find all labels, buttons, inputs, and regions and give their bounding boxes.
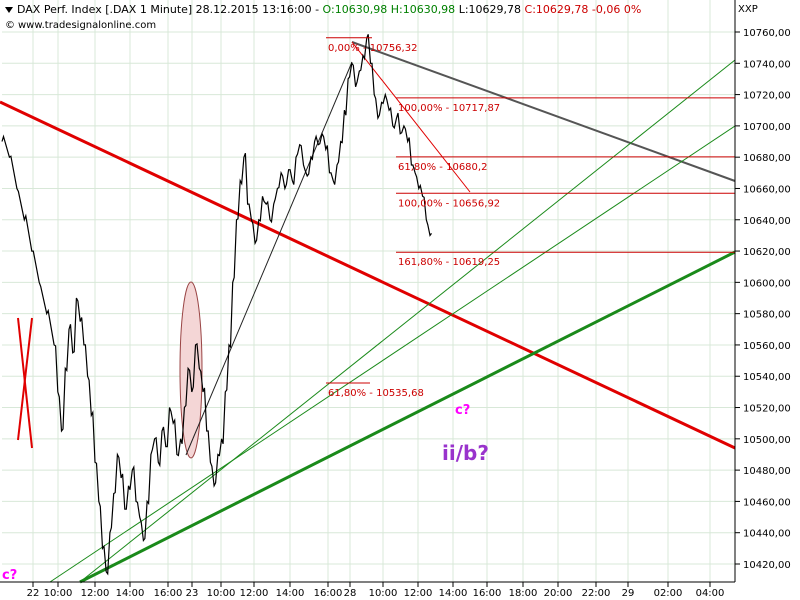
price-line — [1, 34, 432, 576]
fib-levels: 0,00% - 10756,32 100,00% - 10717,87 61,80%… — [326, 37, 735, 399]
y-tick-label: 10680,00 — [743, 153, 791, 164]
y-tick-label: 10440,00 — [743, 529, 791, 540]
y-tick-label: 10700,00 — [743, 122, 791, 133]
x-tick-label: 14:00 — [276, 588, 305, 599]
open-value: O:10630,98 — [322, 3, 388, 16]
y-tick-label: 10640,00 — [743, 216, 791, 227]
x-tick-label: 18:00 — [509, 588, 538, 599]
y-axis: 10420,00 10440,00 10460,00 10480,00 10500,00… — [735, 28, 791, 571]
wave-connector-line — [185, 61, 353, 456]
price-series — [1, 34, 432, 576]
highlight-ellipse — [179, 281, 203, 459]
x-tick-label: 10:00 — [369, 588, 398, 599]
x-tick-label: 04:00 — [696, 588, 725, 599]
y-tick-label: 10500,00 — [743, 435, 791, 446]
y-tick-label: 10660,00 — [743, 184, 791, 195]
copyright-icon: © — [5, 20, 15, 31]
y-tick-label: 10720,00 — [743, 91, 791, 102]
y-tick-label: 10600,00 — [743, 278, 791, 289]
green-support-thick-line — [79, 250, 736, 584]
x-tick-label: 14:00 — [439, 588, 468, 599]
x-tick-label: 29 — [622, 588, 635, 599]
x-tick-label: 10:00 — [207, 588, 236, 599]
fib-level-label: 100,00% - 10656,92 — [398, 198, 500, 209]
website-label: www.tradesignalonline.com — [18, 20, 157, 31]
website-line: © www.tradesignalonline.com — [5, 20, 156, 31]
x-tick-label: 14:00 — [116, 588, 145, 599]
fib-level-label: 61,80% - 10535,68 — [328, 388, 424, 399]
x-tick-label: 12:00 — [240, 588, 269, 599]
y-tick-label: 10540,00 — [743, 372, 791, 383]
red-resistance-line — [0, 100, 736, 450]
x-tick-label: 16:00 — [154, 588, 183, 599]
x-tick-label: 10:00 — [44, 588, 73, 599]
change-value: -0,06 0% — [591, 3, 642, 16]
overlays — [0, 41, 736, 584]
x-tick-label: 28 — [344, 588, 357, 599]
instrument-label: DAX Perf. Index [.DAX 1 Minute] 28.12.20… — [17, 3, 320, 16]
high-value: H:10630,98 — [390, 3, 456, 16]
x-tick-label: 16:00 — [473, 588, 502, 599]
grey-channel-top-line — [351, 41, 736, 182]
x-tick-label: 12:00 — [404, 588, 433, 599]
x-tick-label: 16:00 — [314, 588, 343, 599]
green-upper-2-line — [49, 125, 736, 583]
x-tick-label: 22 — [27, 588, 40, 599]
y-tick-label: 10740,00 — [743, 59, 791, 70]
x-tick-label: 20:00 — [544, 588, 573, 599]
y-tick-label: 10620,00 — [743, 247, 791, 258]
fib-level-label: 61,80% - 10680,2 — [398, 162, 487, 173]
green-upper-1-line — [79, 59, 736, 583]
x-tick-label: 22:00 — [582, 588, 611, 599]
y-tick-label: 10520,00 — [743, 404, 791, 415]
y-tick-label: 10420,00 — [743, 560, 791, 571]
y-tick-label: 10460,00 — [743, 497, 791, 508]
y-tick-label: 10580,00 — [743, 310, 791, 321]
fib-level-label: 161,80% - 10619,25 — [398, 257, 500, 268]
unit-label: XXP — [738, 4, 758, 15]
close-value: C:10629,78 — [524, 3, 589, 16]
red-x-line-b — [17, 317, 33, 441]
low-value: L:10629,78 — [458, 3, 522, 16]
wave-label: c? — [2, 568, 17, 583]
y-tick-label: 10560,00 — [743, 341, 791, 352]
fib-level-label: 100,00% - 10717,87 — [398, 103, 500, 114]
x-tick-label: 12:00 — [81, 588, 110, 599]
wave-label: c? — [455, 403, 470, 418]
chart-header: DAX Perf. Index [.DAX 1 Minute] 28.12.20… — [5, 3, 641, 16]
x-tick-label: 02:00 — [654, 588, 683, 599]
x-tick-label: 23 — [186, 588, 199, 599]
wave-label: ii/b? — [442, 441, 489, 465]
fib-level-label: 0,00% - 10756,32 — [328, 43, 417, 54]
wave-annotations: ii/b? c? c? — [2, 403, 489, 583]
dropdown-icon[interactable] — [5, 7, 13, 13]
y-tick-label: 10760,00 — [743, 28, 791, 39]
x-axis: 22 10:00 12:00 14:00 16:00 23 10:00 12:00 14:00 1… — [27, 582, 725, 599]
y-tick-label: 10480,00 — [743, 466, 791, 477]
